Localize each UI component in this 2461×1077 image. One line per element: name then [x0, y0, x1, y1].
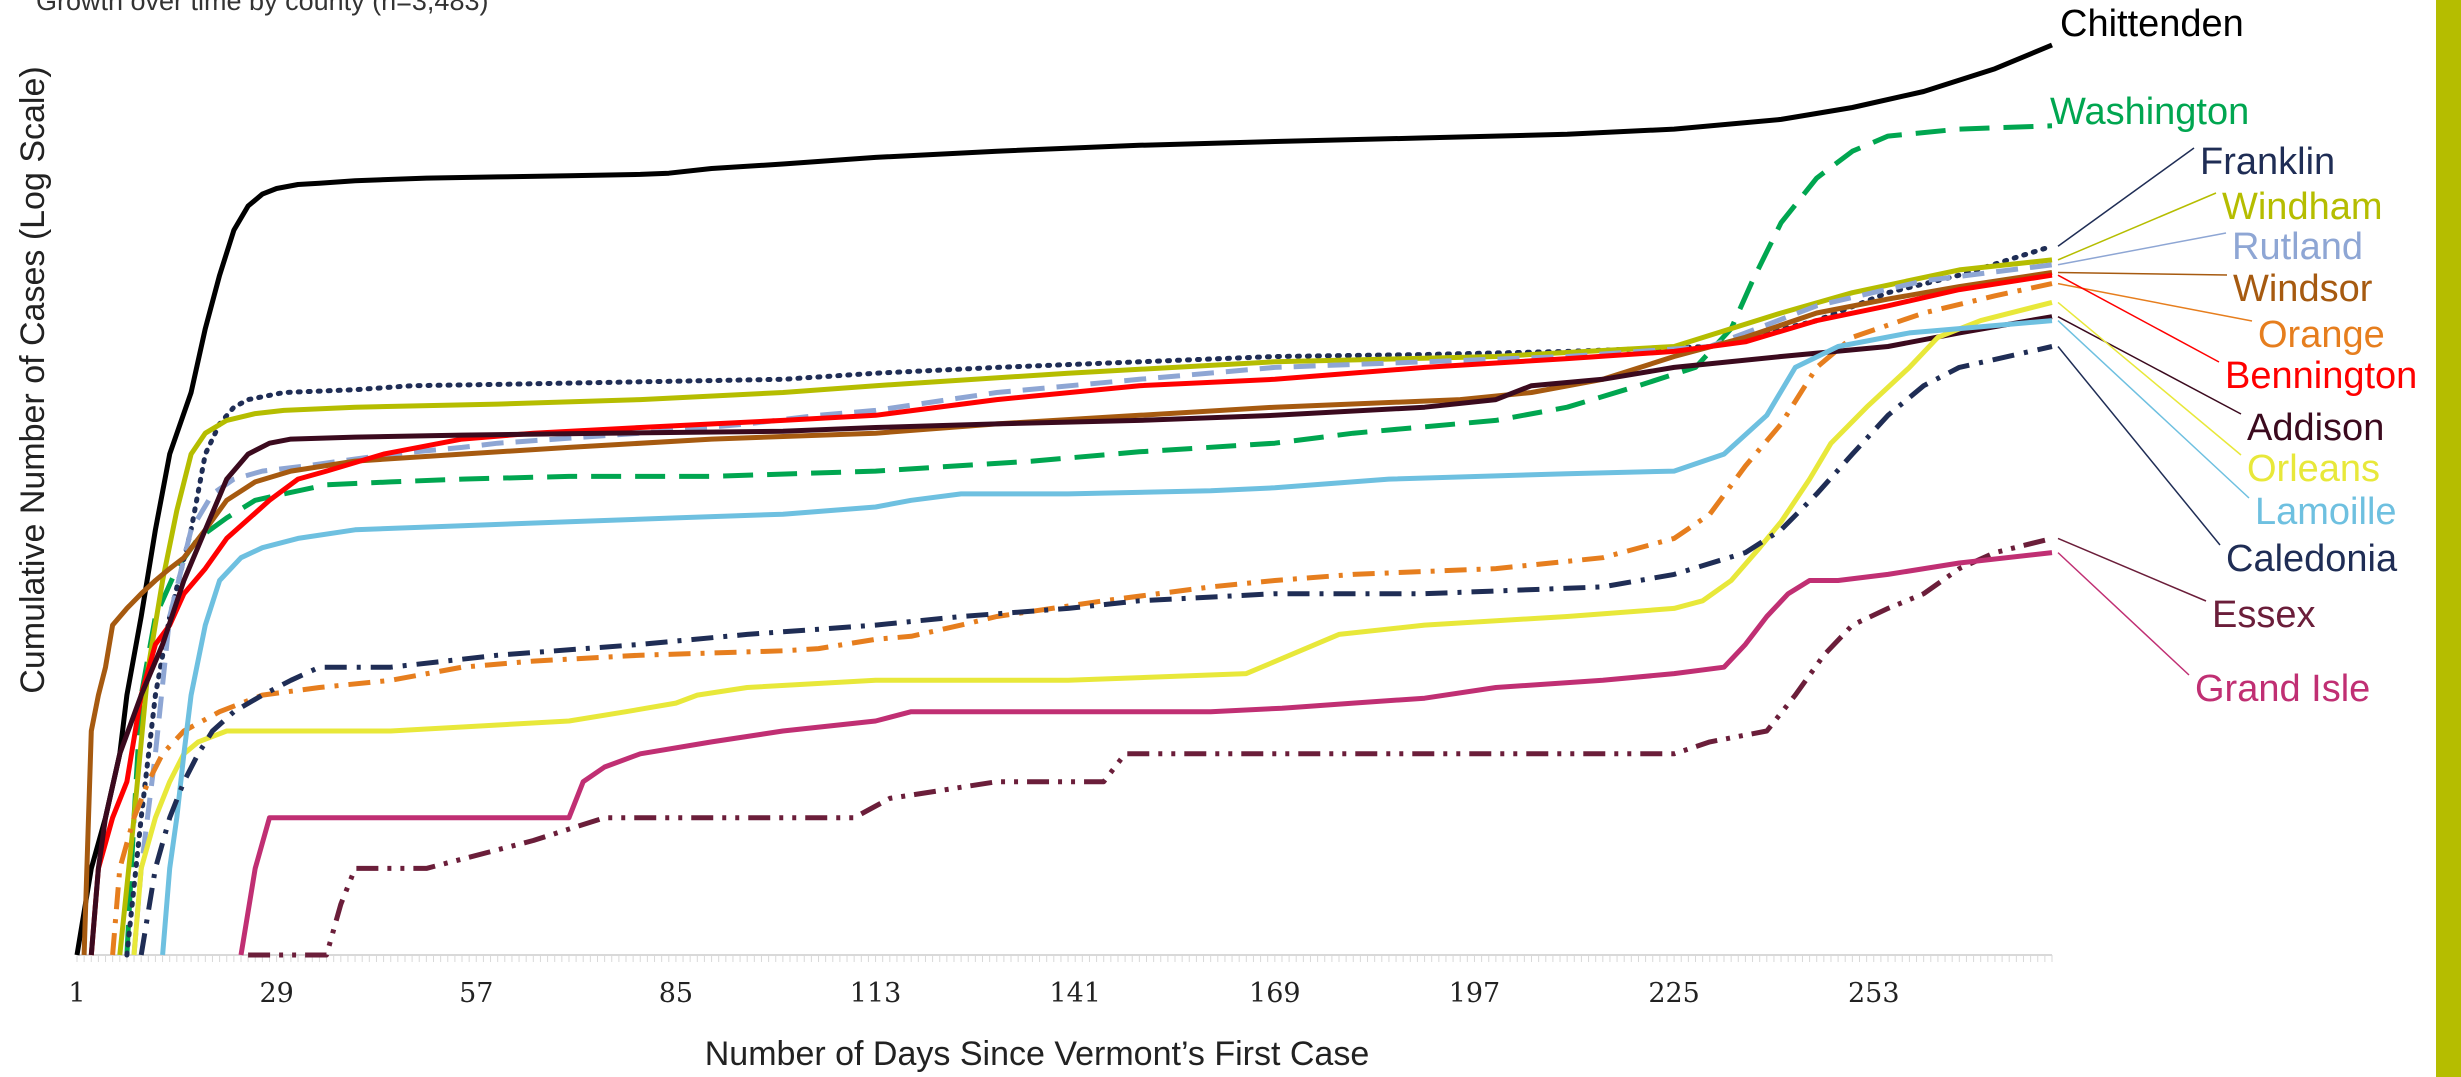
county-label-grand-isle: Grand Isle: [2195, 668, 2370, 710]
leader-lines: [2057, 147, 2253, 676]
leader-line-orleans: [2057, 301, 2242, 456]
series-line-grand-isle: [238, 550, 2053, 956]
x-tick-label: 141: [1049, 978, 1101, 1009]
leader-line-franklin: [2057, 147, 2195, 247]
series-line-essex: [248, 535, 2053, 958]
county-labels: Chittenden Washington FranklinWindhamRutla…: [2050, 3, 2417, 710]
leader-line-caledonia: [2057, 346, 2221, 546]
leader-line-grand-isle: [2057, 552, 2190, 676]
series-line-windham: [117, 257, 2053, 956]
x-tick-label: 225: [1648, 978, 1700, 1009]
series-line-orange: [110, 281, 2053, 956]
county-label-bennington: Bennington: [2225, 355, 2417, 397]
x-tick-label: 1: [68, 978, 85, 1009]
x-tick-label: 57: [459, 978, 493, 1009]
series-line-washington: [124, 123, 2053, 956]
accent-bar: [2436, 0, 2461, 1077]
leader-line-orange: [2057, 282, 2253, 322]
series-line-bennington: [88, 272, 2053, 956]
leader-line-bennington: [2057, 274, 2220, 363]
x-tick-label: 29: [259, 978, 293, 1009]
county-label-franklin: Franklin: [2200, 141, 2335, 183]
series-line-windsor: [81, 270, 2053, 956]
x-tick-label: 113: [850, 978, 902, 1009]
x-tick-label: 169: [1249, 978, 1301, 1009]
county-label-essex: Essex: [2212, 594, 2315, 636]
series-line-lamoille: [160, 318, 2053, 956]
leader-line-rutland: [2057, 232, 2227, 266]
leader-line-windham: [2057, 192, 2217, 261]
leader-line-lamoille: [2057, 320, 2250, 499]
x-tick-labels: 1 29 57 85 113 141 169 197 225 253: [68, 978, 1899, 1009]
county-label-caledonia: Caledonia: [2226, 538, 2398, 580]
series-line-addison: [88, 314, 2053, 956]
series-line-caledonia: [138, 344, 2053, 956]
county-label-orleans: Orleans: [2247, 448, 2380, 490]
county-label-washington: Washington: [2050, 91, 2249, 133]
leader-line-addison: [2057, 316, 2242, 415]
x-axis-label: Number of Days Since Vermont’s First Cas…: [705, 1035, 1370, 1073]
county-label-rutland: Rutland: [2232, 226, 2363, 268]
series-lines: [74, 42, 2055, 958]
chart-subtitle: Growth over time by county (n=3,483): [36, 0, 489, 16]
x-tick-label: 197: [1449, 978, 1501, 1009]
y-axis-label: Cumulative Number of Cases (Log Scale): [14, 66, 52, 693]
leader-line-essex: [2057, 537, 2207, 602]
series-line-orleans: [131, 299, 2053, 956]
x-axis: [76, 954, 2053, 962]
series-line-rutland: [131, 262, 2053, 956]
leader-line-windsor: [2057, 271, 2228, 276]
county-label-lamoille: Lamoille: [2255, 491, 2397, 533]
x-tick-label: 85: [659, 978, 693, 1009]
county-label-orange: Orange: [2258, 314, 2385, 356]
county-label-addison: Addison: [2247, 407, 2384, 449]
county-label-chittenden: Chittenden: [2060, 3, 2244, 45]
county-label-windham: Windham: [2222, 186, 2383, 228]
county-label-windsor: Windsor: [2233, 268, 2373, 310]
x-tick-label: 253: [1848, 978, 1900, 1009]
series-line-chittenden: [74, 42, 2053, 956]
